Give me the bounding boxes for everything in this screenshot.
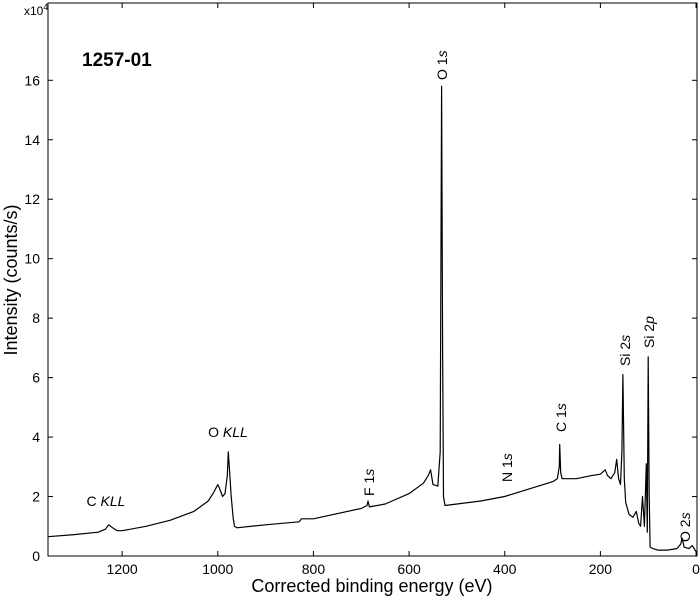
annotation-part: C	[87, 493, 101, 509]
plot-frame	[47, 2, 698, 557]
x-tick-label: 0	[692, 561, 700, 577]
annotation-part: p	[641, 316, 657, 325]
y-tick-label: 12	[24, 191, 40, 207]
annotation-part: C 1	[553, 410, 569, 432]
spectrum-line	[47, 85, 697, 552]
y-scale-exponent: 4	[43, 2, 48, 12]
y-axis-label: Intensity (counts/s)	[1, 204, 21, 355]
peak-annotation: Si 2p	[641, 316, 657, 348]
y-tick-label: 14	[24, 132, 40, 148]
annotation-part: N 1	[499, 460, 515, 482]
peak-annotation: O 2s	[677, 512, 693, 542]
annotation-part: Si 2	[641, 324, 657, 348]
peak-annotation: C KLL	[87, 493, 126, 509]
x-tick-label: 200	[589, 561, 613, 577]
annotation-part: s	[677, 512, 693, 519]
y-scale-base: x10	[24, 4, 44, 18]
annotation-part: s	[499, 453, 515, 460]
annotation-part: s	[434, 50, 450, 57]
x-tick-label: 400	[493, 561, 517, 577]
y-scale-label: x104	[24, 2, 48, 18]
annotation-part: O 2	[677, 519, 693, 542]
peak-annotation: C 1s	[553, 403, 569, 432]
annotation-part: Si 2	[617, 342, 633, 366]
y-tick-label: 16	[24, 72, 40, 88]
annotation-part: F 1	[361, 476, 377, 496]
y-tick-label: 0	[32, 548, 40, 564]
annotation-part: O 1	[434, 57, 450, 80]
annotation-part: O	[208, 424, 223, 440]
annotation-part: s	[361, 469, 377, 476]
annotation-part: s	[553, 403, 569, 410]
peak-annotation: N 1s	[499, 453, 515, 482]
annotation-part: KLL	[101, 493, 126, 509]
peak-annotation: Si 2s	[617, 335, 633, 366]
y-tick-label: 10	[24, 251, 40, 267]
x-tick-label: 1000	[202, 561, 233, 577]
x-tick-label: 800	[302, 561, 326, 577]
peak-annotation: O 1s	[434, 50, 450, 80]
x-tick-label: 1200	[107, 561, 138, 577]
x-tick-label: 600	[397, 561, 421, 577]
x-axis-label: Corrected binding energy (eV)	[251, 576, 492, 596]
y-tick-label: 4	[32, 429, 40, 445]
y-tick-label: 6	[32, 370, 40, 386]
annotation-part: KLL	[223, 424, 248, 440]
peak-annotation: F 1s	[361, 469, 377, 496]
annotation-part: s	[617, 335, 633, 342]
y-tick-label: 8	[32, 310, 40, 326]
y-tick-label: 2	[32, 489, 40, 505]
peak-annotation: O KLL	[208, 424, 248, 440]
chart-title: 1257-01	[82, 50, 152, 71]
